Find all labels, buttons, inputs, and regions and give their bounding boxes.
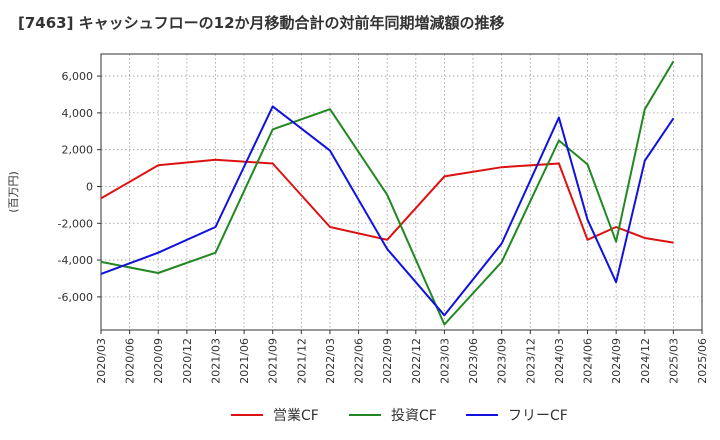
x-tick-label: 2025/06 — [696, 338, 709, 384]
y-tick-label: -4,000 — [58, 254, 93, 267]
data-point — [443, 175, 445, 177]
data-point — [329, 226, 331, 228]
x-tick-label: 2025/03 — [667, 338, 680, 384]
data-point — [587, 219, 589, 221]
y-tick-label: -6,000 — [58, 291, 93, 304]
x-tick-label: 2022/09 — [381, 338, 394, 384]
series-layer — [100, 60, 675, 326]
x-tick-label: 2020/03 — [95, 338, 108, 384]
y-tick-label: 6,000 — [62, 70, 94, 83]
data-point — [157, 272, 159, 274]
x-tick-label: 2021/09 — [267, 338, 280, 384]
data-point — [644, 237, 646, 239]
y-tick-label: 2,000 — [62, 144, 94, 157]
data-point — [100, 197, 102, 199]
y-tick-label: -2,000 — [58, 217, 93, 230]
data-point — [329, 150, 331, 152]
data-point — [272, 128, 274, 130]
x-tick-label: 2020/09 — [152, 338, 165, 384]
x-tick-label: 2022/12 — [410, 338, 423, 384]
data-point — [100, 261, 102, 263]
data-point — [386, 194, 388, 196]
x-tick-label: 2023/12 — [524, 338, 537, 384]
x-tick-label: 2022/06 — [353, 338, 366, 384]
plot-area — [101, 54, 702, 330]
data-point — [615, 281, 617, 283]
data-point — [157, 164, 159, 166]
data-point — [558, 116, 560, 118]
x-tick-label: 2024/03 — [553, 338, 566, 384]
data-point — [644, 160, 646, 162]
data-point — [329, 108, 331, 110]
data-point — [501, 261, 503, 263]
legend-label: 投資CF — [391, 408, 437, 424]
x-tick-label: 2022/03 — [324, 338, 337, 384]
data-point — [644, 108, 646, 110]
chart-title: [7463] キャッシュフローの12か月移動合計の対前年同期増減額の推移 — [18, 14, 505, 32]
data-point — [214, 159, 216, 161]
legend-label: フリーCF — [508, 408, 568, 424]
data-point — [100, 273, 102, 275]
data-point — [443, 314, 445, 316]
x-tick-label: 2020/12 — [181, 338, 194, 384]
data-point — [587, 239, 589, 241]
data-point — [501, 243, 503, 245]
y-tick-label: 0 — [86, 180, 93, 193]
data-point — [157, 252, 159, 254]
plot-background — [101, 54, 702, 330]
data-point — [558, 162, 560, 164]
data-point — [558, 139, 560, 141]
data-point — [272, 105, 274, 107]
data-point — [386, 248, 388, 250]
data-point — [587, 163, 589, 165]
data-point — [214, 226, 216, 228]
x-tick-label: 2021/06 — [238, 338, 251, 384]
data-point — [214, 252, 216, 254]
x-tick-label: 2024/12 — [639, 338, 652, 384]
axes: -6,000 -4,000 -2,000 0 2,000 4,000 6,000 2020/0… — [7, 53, 709, 384]
data-point — [615, 241, 617, 243]
data-point — [443, 323, 445, 325]
data-point — [615, 226, 617, 228]
plot-frame — [100, 53, 703, 331]
legend: 営業CF 投資CF フリーCF — [231, 408, 568, 424]
x-tick-label: 2020/06 — [124, 338, 137, 384]
x-tick-label: 2021/12 — [295, 338, 308, 384]
data-point — [672, 60, 674, 62]
x-tick-label: 2023/09 — [496, 338, 509, 384]
data-point — [272, 162, 274, 164]
x-tick-label: 2024/09 — [610, 338, 623, 384]
data-point — [672, 117, 674, 119]
data-point — [501, 166, 503, 168]
y-axis-label: (百万円) — [7, 171, 20, 213]
x-tick-label: 2021/03 — [209, 338, 222, 384]
x-tick-label: 2024/06 — [582, 338, 595, 384]
data-point — [672, 242, 674, 244]
legend-label: 営業CF — [273, 408, 319, 424]
x-tick-label: 2023/03 — [438, 338, 451, 384]
y-tick-label: 4,000 — [62, 107, 94, 120]
x-tick-label: 2023/06 — [467, 338, 480, 384]
data-point — [386, 239, 388, 241]
